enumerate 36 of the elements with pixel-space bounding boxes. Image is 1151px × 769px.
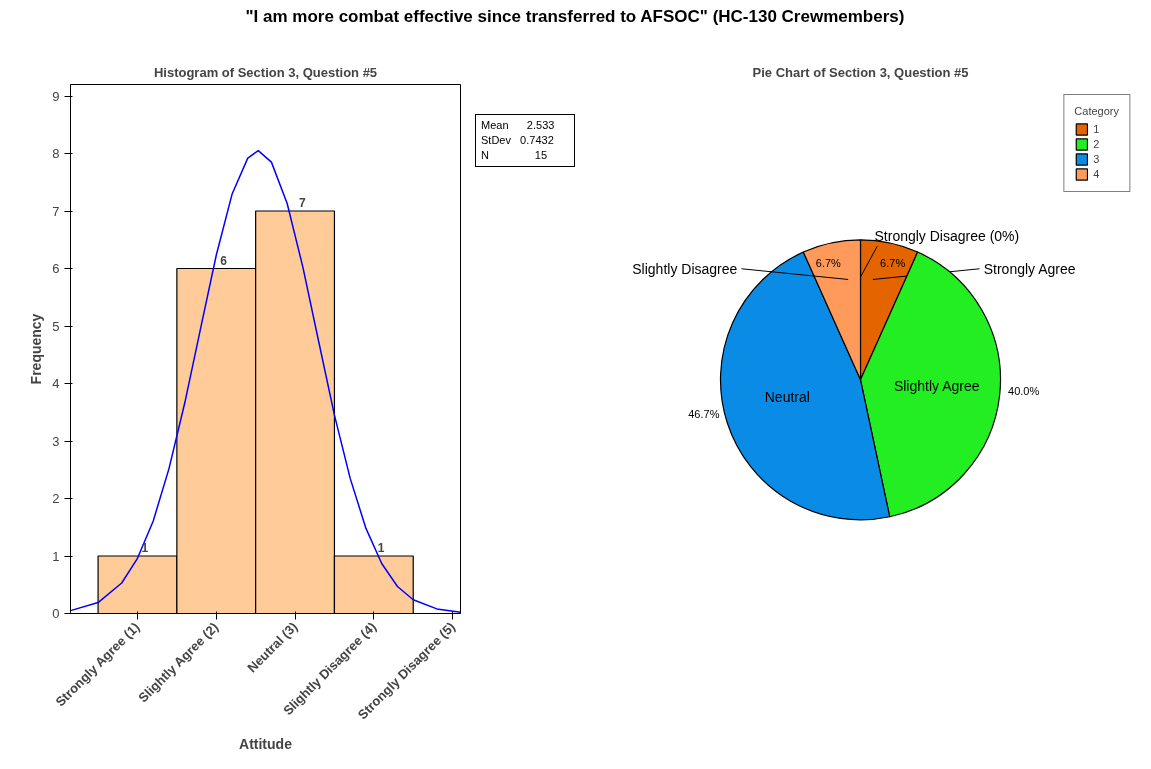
y-axis-title: Frequency <box>28 313 45 385</box>
data-label: 6 <box>220 253 228 268</box>
legend-title: Category <box>1074 105 1119 118</box>
legend-label: 2 <box>1093 138 1101 151</box>
text: Slightly Disagree <box>632 261 738 278</box>
text: Slightly Agree <box>893 378 980 395</box>
legend-label: 1 <box>1093 123 1101 136</box>
text: Strongly Disagree (0%) <box>874 228 1020 245</box>
chart-title: Pie Chart of Section 3, Question #5 <box>752 64 969 80</box>
legend-label: 3 <box>1093 153 1101 166</box>
text: StDev 0.7432 <box>481 133 555 149</box>
y-tick-label: 8 <box>52 146 60 162</box>
y-tick-label: 5 <box>52 318 60 334</box>
data-label: 6.7% <box>815 257 842 270</box>
y-tick-label: 9 <box>52 88 60 104</box>
y-tick-label: 7 <box>52 203 60 219</box>
y-tick-label: 4 <box>52 376 60 392</box>
text: N 15 <box>481 148 549 164</box>
data-label: 1 <box>377 541 385 556</box>
data-label: 40.0% <box>1008 385 1040 398</box>
legend-label: 4 <box>1093 168 1101 181</box>
y-tick-label: 2 <box>52 491 60 507</box>
data-label: 1 <box>141 541 149 556</box>
y-tick-label: 3 <box>52 433 60 449</box>
x-axis-title: Attitude <box>239 735 293 752</box>
y-tick-label: 0 <box>52 606 60 622</box>
y-tick-label: 1 <box>52 548 60 564</box>
y-tick-label: 6 <box>52 261 60 277</box>
data-label: 6.7% <box>880 257 906 270</box>
chart-subtitle: Histogram of Section 3, Question #5 <box>153 64 378 80</box>
text: "I am more combat effective since transferred to AFSOC" (HC-130 Crewmembers) <box>245 6 905 28</box>
text: Mean 2.533 <box>481 118 555 134</box>
text: Strongly Agree <box>983 261 1076 278</box>
data-label: 7 <box>298 196 306 211</box>
data-label: 46.7% <box>688 407 720 420</box>
text: Neutral <box>764 389 810 406</box>
